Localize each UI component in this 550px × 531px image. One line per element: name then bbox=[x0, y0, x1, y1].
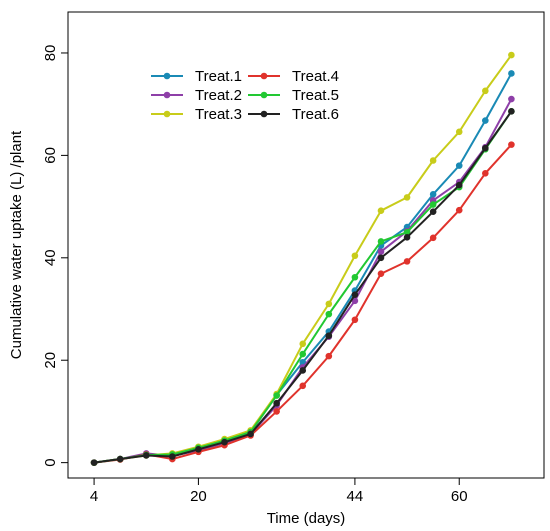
legend-item: Treat.1 bbox=[151, 68, 242, 85]
series-treat-1 bbox=[90, 70, 515, 466]
x-axis: 4 20 44 60 bbox=[90, 478, 468, 505]
x-tick-label: 20 bbox=[190, 488, 207, 505]
y-axis: 0 20 40 60 80 bbox=[42, 45, 68, 467]
data-point bbox=[482, 87, 489, 95]
series-line-treat-2 bbox=[93, 98, 513, 464]
data-point bbox=[377, 254, 385, 262]
data-point bbox=[90, 459, 98, 466]
data-point bbox=[429, 201, 437, 208]
data-point bbox=[325, 300, 333, 308]
data-point bbox=[299, 340, 307, 348]
data-point bbox=[508, 141, 515, 148]
y-tick-label: 0 bbox=[42, 458, 59, 466]
series-line-treat-5 bbox=[93, 110, 513, 464]
data-point bbox=[325, 352, 333, 360]
y-axis-title: Cumulative water uptake (L) /plant bbox=[8, 130, 25, 359]
legend-item: Treat.2 bbox=[151, 87, 242, 104]
legend-swatch-point bbox=[260, 110, 268, 118]
data-point bbox=[247, 430, 254, 438]
legend-label: Treat.5 bbox=[292, 87, 339, 104]
data-point bbox=[508, 108, 515, 115]
data-point bbox=[299, 350, 307, 358]
plot-frame bbox=[67, 11, 545, 479]
x-tick-label: 60 bbox=[451, 488, 468, 505]
data-point bbox=[273, 399, 280, 407]
data-point bbox=[429, 234, 437, 242]
series-treat-6 bbox=[90, 108, 515, 466]
data-point bbox=[116, 455, 124, 463]
data-point bbox=[455, 162, 463, 169]
data-point bbox=[325, 310, 333, 318]
data-point bbox=[377, 238, 385, 245]
legend-label: Treat.1 bbox=[195, 68, 242, 85]
data-point bbox=[508, 51, 515, 59]
data-point bbox=[351, 252, 359, 260]
data-point bbox=[299, 367, 307, 374]
x-tick-label: 4 bbox=[90, 488, 98, 505]
series-line-treat-6 bbox=[93, 110, 513, 464]
series-treat-4 bbox=[90, 141, 515, 466]
data-point bbox=[482, 117, 489, 124]
data-point bbox=[455, 206, 463, 214]
data-point bbox=[377, 248, 385, 255]
data-point bbox=[142, 452, 150, 459]
y-tick-label: 60 bbox=[42, 147, 59, 164]
data-point bbox=[195, 446, 202, 453]
data-point bbox=[377, 270, 385, 277]
legend-swatch-point bbox=[163, 72, 171, 80]
legend-swatch-point bbox=[260, 91, 268, 99]
series-treat-2 bbox=[90, 95, 515, 466]
y-tick-label: 20 bbox=[42, 352, 59, 369]
y-tick-label: 40 bbox=[42, 249, 59, 266]
data-point bbox=[351, 316, 359, 324]
data-point bbox=[377, 207, 385, 214]
legend-swatch-point bbox=[163, 110, 171, 118]
data-point bbox=[221, 438, 228, 446]
x-tick-label: 44 bbox=[347, 488, 364, 505]
legend-item: Treat.6 bbox=[248, 106, 339, 123]
series-line-treat-4 bbox=[93, 143, 513, 464]
y-tick-label: 80 bbox=[42, 45, 59, 62]
legend-label: Treat.3 bbox=[195, 106, 242, 123]
data-point bbox=[508, 95, 515, 103]
data-point bbox=[403, 228, 411, 236]
legend-item: Treat.5 bbox=[248, 87, 339, 104]
data-point bbox=[482, 170, 489, 177]
legend-item: Treat.3 bbox=[151, 106, 242, 123]
data-point bbox=[482, 144, 489, 152]
legend-label: Treat.6 bbox=[292, 106, 339, 123]
data-point bbox=[455, 128, 463, 136]
series-line-treat-1 bbox=[93, 72, 513, 464]
data-point bbox=[403, 258, 411, 265]
legend-label: Treat.2 bbox=[195, 87, 242, 104]
data-point bbox=[403, 194, 411, 201]
series-layer bbox=[90, 51, 515, 466]
legend: Treat.1 Treat.2 Treat.3 Treat.4 Treat.5 Treat… bbox=[151, 68, 339, 123]
data-point bbox=[325, 332, 333, 339]
legend-item: Treat.4 bbox=[248, 68, 339, 85]
data-point bbox=[455, 181, 463, 189]
data-point bbox=[429, 157, 437, 164]
data-point bbox=[273, 392, 280, 399]
data-point bbox=[351, 291, 359, 298]
data-point bbox=[508, 70, 515, 77]
legend-swatch-point bbox=[163, 91, 171, 99]
data-point bbox=[429, 191, 437, 198]
data-point bbox=[169, 453, 176, 460]
data-point bbox=[403, 234, 411, 241]
data-point bbox=[273, 408, 280, 415]
x-axis-title: Time (days) bbox=[267, 510, 346, 527]
legend-label: Treat.4 bbox=[292, 68, 339, 85]
data-point bbox=[429, 208, 437, 216]
data-point bbox=[299, 382, 307, 390]
legend-swatch-point bbox=[260, 72, 268, 80]
data-point bbox=[351, 273, 359, 281]
data-point bbox=[351, 297, 359, 305]
series-treat-5 bbox=[90, 108, 515, 466]
